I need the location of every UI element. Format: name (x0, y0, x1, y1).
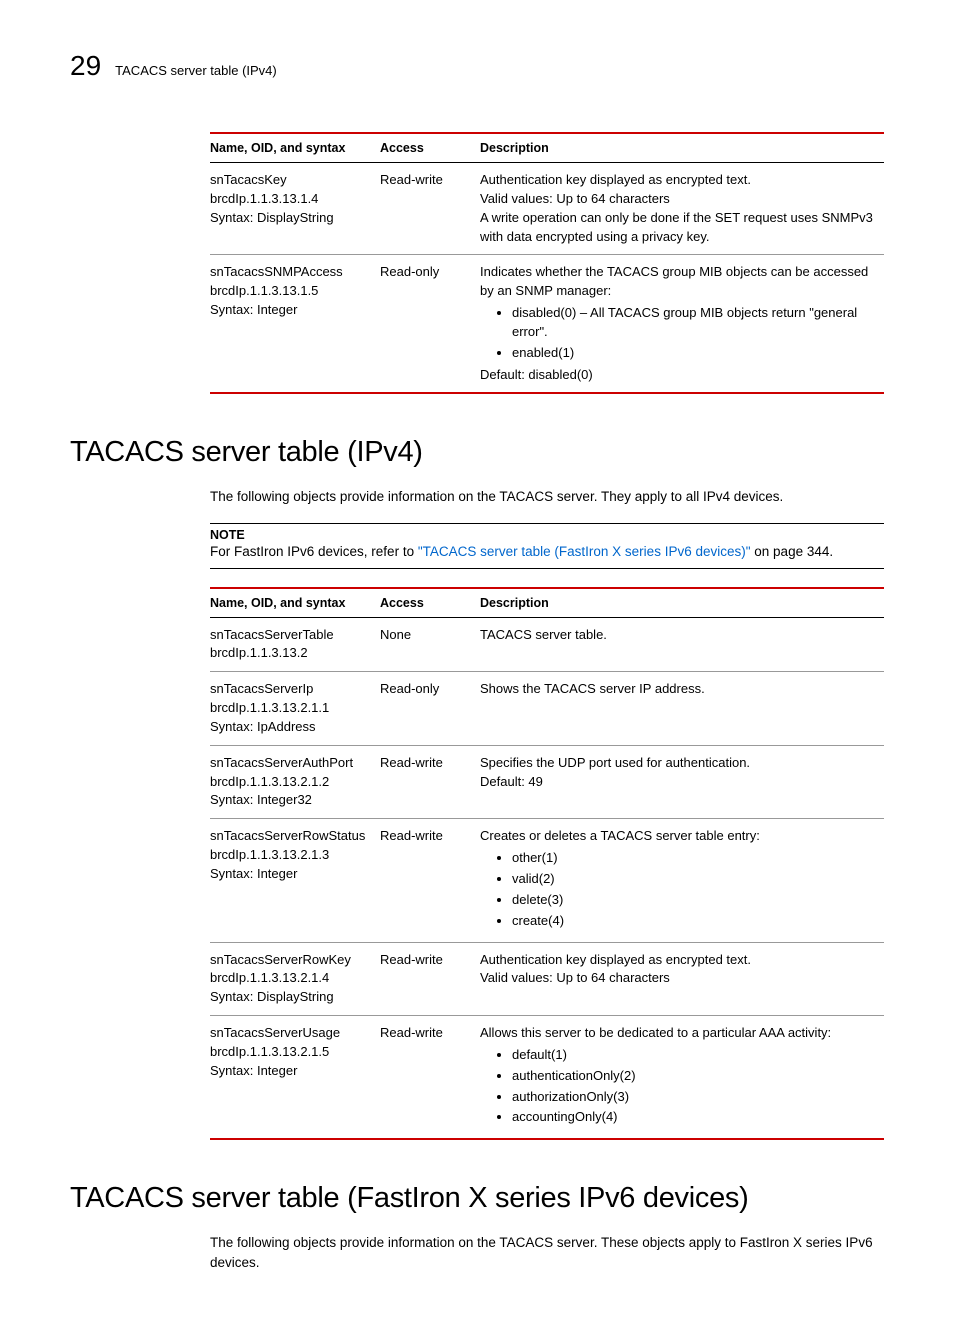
cell-name: snTacacsServerUsagebrcdIp.1.1.3.13.2.1.5… (210, 1016, 380, 1140)
cell-name: snTacacsServerRowStatusbrcdIp.1.1.3.13.2… (210, 819, 380, 942)
list-item: create(4) (512, 911, 876, 932)
cell-access: Read-write (380, 745, 480, 819)
col-header-access: Access (380, 133, 480, 163)
section-title-ipv6: TACACS server table (FastIron X series I… (70, 1182, 884, 1215)
cell-description: Indicates whether the TACACS group MIB o… (480, 255, 884, 394)
mib-table-top: Name, OID, and syntax Access Description… (210, 132, 884, 394)
bullet-list: disabled(0) – All TACACS group MIB objec… (512, 303, 876, 364)
table-row: snTacacsServerRowStatusbrcdIp.1.1.3.13.2… (210, 819, 884, 942)
cell-description: Allows this server to be dedicated to a … (480, 1016, 884, 1140)
list-item: delete(3) (512, 890, 876, 911)
cell-access: Read-only (380, 672, 480, 746)
running-title: TACACS server table (IPv4) (115, 63, 277, 78)
note-text: For FastIron IPv6 devices, refer to "TAC… (210, 542, 884, 562)
note-link[interactable]: "TACACS server table (FastIron X series … (418, 544, 751, 559)
section2-intro: The following objects provide informatio… (210, 1233, 884, 1272)
cell-name: snTacacsServerIpbrcdIp.1.1.3.13.2.1.1Syn… (210, 672, 380, 746)
cell-name: snTacacsServerAuthPortbrcdIp.1.1.3.13.2.… (210, 745, 380, 819)
cell-description: TACACS server table. (480, 617, 884, 672)
table-row: snTacacsKeybrcdIp.1.1.3.13.1.4Syntax: Di… (210, 163, 884, 255)
section1-intro: The following objects provide informatio… (210, 487, 884, 507)
cell-description: Specifies the UDP port used for authenti… (480, 745, 884, 819)
list-item: valid(2) (512, 869, 876, 890)
section-title-ipv4: TACACS server table (IPv4) (70, 436, 884, 469)
list-item: authenticationOnly(2) (512, 1066, 876, 1087)
cell-description: Shows the TACACS server IP address. (480, 672, 884, 746)
col-header-name: Name, OID, and syntax (210, 588, 380, 618)
table-row: snTacacsServerAuthPortbrcdIp.1.1.3.13.2.… (210, 745, 884, 819)
bullet-list: default(1)authenticationOnly(2)authoriza… (512, 1045, 876, 1128)
bullet-list: other(1)valid(2)delete(3)create(4) (512, 848, 876, 931)
col-header-desc: Description (480, 133, 884, 163)
cell-description: Creates or deletes a TACACS server table… (480, 819, 884, 942)
note-block: NOTE For FastIron IPv6 devices, refer to… (210, 523, 884, 569)
list-item: default(1) (512, 1045, 876, 1066)
col-header-name: Name, OID, and syntax (210, 133, 380, 163)
cell-access: Read-only (380, 255, 480, 394)
cell-description: Authentication key displayed as encrypte… (480, 163, 884, 255)
cell-name: snTacacsSNMPAccessbrcdIp.1.1.3.13.1.5Syn… (210, 255, 380, 394)
cell-access: None (380, 617, 480, 672)
list-item: authorizationOnly(3) (512, 1087, 876, 1108)
cell-access: Read-write (380, 1016, 480, 1140)
page-number: 29 (70, 50, 101, 82)
mib-table-ipv4: Name, OID, and syntax Access Description… (210, 587, 884, 1141)
table-row: snTacacsServerIpbrcdIp.1.1.3.13.2.1.1Syn… (210, 672, 884, 746)
list-item: enabled(1) (512, 343, 876, 364)
table-row: snTacacsSNMPAccessbrcdIp.1.1.3.13.1.5Syn… (210, 255, 884, 394)
cell-name: snTacacsServerTablebrcdIp.1.1.3.13.2 (210, 617, 380, 672)
cell-access: Read-write (380, 163, 480, 255)
cell-description: Authentication key displayed as encrypte… (480, 942, 884, 1016)
page-header: 29 TACACS server table (IPv4) (70, 50, 884, 82)
note-pre: For FastIron IPv6 devices, refer to (210, 544, 418, 559)
col-header-desc: Description (480, 588, 884, 618)
table-header-row: Name, OID, and syntax Access Description (210, 588, 884, 618)
table-row: snTacacsServerUsagebrcdIp.1.1.3.13.2.1.5… (210, 1016, 884, 1140)
table-row: snTacacsServerTablebrcdIp.1.1.3.13.2None… (210, 617, 884, 672)
cell-name: snTacacsServerRowKeybrcdIp.1.1.3.13.2.1.… (210, 942, 380, 1016)
note-post: on page 344. (751, 544, 834, 559)
list-item: other(1) (512, 848, 876, 869)
cell-name: snTacacsKeybrcdIp.1.1.3.13.1.4Syntax: Di… (210, 163, 380, 255)
cell-access: Read-write (380, 942, 480, 1016)
list-item: accountingOnly(4) (512, 1107, 876, 1128)
cell-access: Read-write (380, 819, 480, 942)
table-header-row: Name, OID, and syntax Access Description (210, 133, 884, 163)
table-row: snTacacsServerRowKeybrcdIp.1.1.3.13.2.1.… (210, 942, 884, 1016)
col-header-access: Access (380, 588, 480, 618)
note-label: NOTE (210, 528, 884, 542)
list-item: disabled(0) – All TACACS group MIB objec… (512, 303, 876, 343)
